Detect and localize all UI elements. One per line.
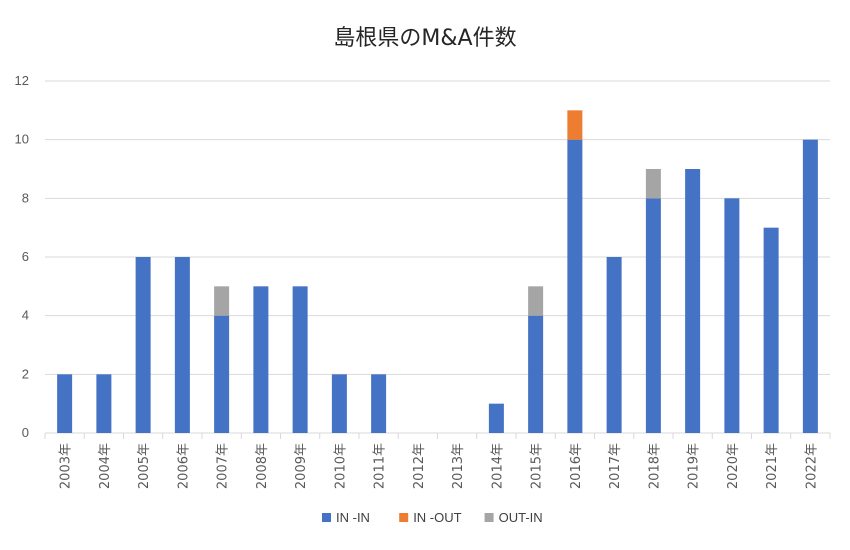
x-tick-label: 2011年	[373, 443, 388, 489]
x-tick-label: 2009年	[294, 443, 309, 489]
x-tick-label: 2012年	[412, 443, 427, 489]
legend-swatch	[322, 513, 331, 522]
bar	[96, 374, 112, 433]
bar	[174, 257, 190, 433]
bar	[488, 403, 504, 433]
bar	[331, 374, 347, 433]
x-tick-label: 2020年	[726, 443, 741, 489]
bar	[528, 286, 544, 316]
y-tick-label: 6	[22, 249, 29, 264]
bar	[214, 315, 230, 433]
bar	[135, 257, 151, 433]
y-tick-label: 4	[22, 308, 29, 323]
x-tick-label: 2007年	[216, 443, 231, 489]
legend-swatch	[399, 513, 409, 522]
bar	[57, 374, 73, 433]
bar	[528, 315, 544, 433]
legend-swatch	[484, 513, 494, 522]
bar	[253, 286, 269, 433]
y-tick-label: 10	[15, 132, 29, 147]
x-tick-label: 2022年	[804, 443, 819, 489]
x-tick-label: 2015年	[530, 443, 545, 489]
legend-label: IN -OUT	[413, 510, 461, 525]
bar	[724, 198, 740, 433]
y-tick-label: 2	[22, 366, 29, 381]
bar	[802, 139, 818, 433]
legend-label: OUT-IN	[499, 510, 543, 525]
x-tick-label: 2004年	[98, 443, 113, 489]
x-tick-label: 2016年	[569, 443, 584, 489]
x-tick-label: 2010年	[333, 443, 348, 489]
bar	[645, 169, 661, 199]
legend-label: IN -IN	[336, 510, 370, 525]
x-tick-label: 2005年	[137, 443, 152, 489]
bar	[371, 374, 387, 433]
x-tick-label: 2008年	[255, 443, 270, 489]
bar	[567, 110, 583, 140]
x-tick-label: 2014年	[490, 443, 505, 489]
x-tick-label: 2021年	[765, 443, 780, 489]
x-tick-label: 2006年	[176, 443, 191, 489]
x-tick-label: 2017年	[608, 443, 623, 489]
bar	[763, 227, 779, 433]
bar	[645, 198, 661, 433]
bar	[292, 286, 308, 433]
y-tick-label: 12	[15, 73, 29, 88]
y-tick-label: 8	[22, 190, 29, 205]
x-tick-label: 2018年	[647, 443, 662, 489]
bar	[214, 286, 230, 316]
x-tick-label: 2003年	[59, 443, 74, 489]
y-tick-label: 0	[22, 425, 29, 440]
bar	[685, 169, 701, 433]
bar	[606, 257, 622, 433]
x-tick-label: 2013年	[451, 443, 466, 489]
chart-title: 島根県のM&A件数	[333, 26, 517, 51]
x-tick-label: 2019年	[687, 443, 702, 489]
bar	[567, 139, 583, 433]
